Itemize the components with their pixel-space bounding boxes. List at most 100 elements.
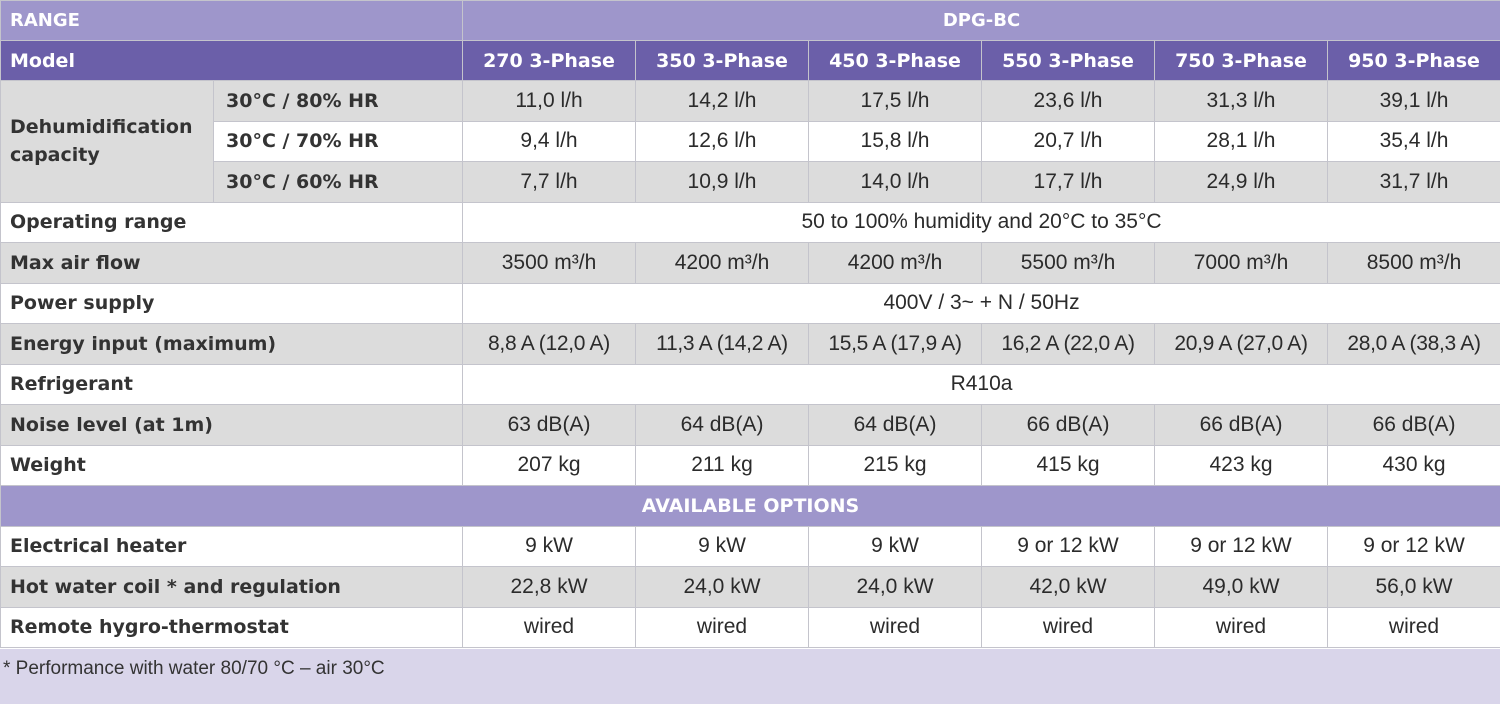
table-cell: 14,0 l/h bbox=[808, 161, 982, 203]
row-label: Remote hygro-thermostat bbox=[0, 606, 463, 648]
table-cell: 31,7 l/h bbox=[1326, 161, 1500, 203]
table-cell: 7,7 l/h bbox=[462, 161, 636, 203]
condition-label: 30°C / 80% HR bbox=[213, 80, 463, 122]
table-cell: 15,8 l/h bbox=[808, 120, 982, 162]
table-cell: 23,6 l/h bbox=[981, 80, 1155, 122]
table-cell: 31,3 l/h bbox=[1154, 80, 1328, 122]
table-cell: 5500 m³/h bbox=[981, 242, 1155, 284]
table-cell: 35,4 l/h bbox=[1326, 120, 1500, 162]
model-header: 550 3-Phase bbox=[981, 40, 1155, 81]
dehumidification-row: Dehumidification capacity 30°C / 80% HR … bbox=[0, 80, 1500, 203]
table-cell: 211 kg bbox=[635, 444, 809, 486]
table-cell: 3500 m³/h bbox=[462, 242, 636, 284]
table-cell: 42,0 kW bbox=[981, 566, 1155, 608]
model-header: 350 3-Phase bbox=[635, 40, 809, 81]
table-cell: 415 kg bbox=[981, 444, 1155, 486]
footnote: * Performance with water 80/70 °C – air … bbox=[0, 649, 1500, 704]
table-cell: 8500 m³/h bbox=[1326, 242, 1500, 284]
row-label: Operating range bbox=[0, 201, 463, 243]
max-air-flow-row: Max air flow 3500 m³/h 4200 m³/h 4200 m³… bbox=[0, 242, 1500, 284]
table-cell: 11,3 A (14,2 A) bbox=[635, 323, 809, 365]
model-row: Model 270 3-Phase 350 3-Phase 450 3-Phas… bbox=[0, 40, 1500, 81]
table-cell: 28,1 l/h bbox=[1154, 120, 1328, 162]
condition-label: 30°C / 60% HR bbox=[213, 161, 463, 203]
table-cell: 20,7 l/h bbox=[981, 120, 1155, 162]
table-cell: 66 dB(A) bbox=[981, 404, 1155, 446]
table-cell: wired bbox=[1326, 606, 1500, 648]
row-label: Electrical heater bbox=[0, 525, 463, 567]
table-cell: 22,8 kW bbox=[462, 566, 636, 608]
table-cell: 10,9 l/h bbox=[635, 161, 809, 203]
table-cell: 9 kW bbox=[808, 525, 982, 567]
table-cell: 430 kg bbox=[1326, 444, 1500, 486]
table-cell: wired bbox=[1154, 606, 1328, 648]
table-cell: 17,5 l/h bbox=[808, 80, 982, 122]
table-cell: 24,9 l/h bbox=[1154, 161, 1328, 203]
table-cell: 9 or 12 kW bbox=[1154, 525, 1328, 567]
row-label: Power supply bbox=[0, 282, 463, 324]
model-header: 750 3-Phase bbox=[1154, 40, 1328, 81]
noise-level-row: Noise level (at 1m) 63 dB(A) 64 dB(A) 64… bbox=[0, 404, 1500, 446]
table-cell: 50 to 100% humidity and 20°C to 35°C bbox=[461, 201, 1500, 243]
table-cell: 400V / 3~ + N / 50Hz bbox=[461, 282, 1500, 324]
table-cell: 9 kW bbox=[462, 525, 636, 567]
table-cell: wired bbox=[808, 606, 982, 648]
table-cell: 4200 m³/h bbox=[808, 242, 982, 284]
table-cell: 8,8 A (12,0 A) bbox=[462, 323, 636, 365]
table-cell: wired bbox=[462, 606, 636, 648]
table-cell: 66 dB(A) bbox=[1326, 404, 1500, 446]
range-row: RANGE DPG-BC bbox=[0, 0, 1500, 41]
table-cell: 64 dB(A) bbox=[635, 404, 809, 446]
row-label: Noise level (at 1m) bbox=[0, 404, 463, 446]
dehumidification-row: 30°C / 70% HR 9,4 l/h 12,6 l/h 15,8 l/h … bbox=[1, 120, 1500, 162]
table-cell: 9 or 12 kW bbox=[1326, 525, 1500, 567]
table-cell: 64 dB(A) bbox=[808, 404, 982, 446]
model-header: 950 3-Phase bbox=[1326, 40, 1500, 81]
options-title: AVAILABLE OPTIONS bbox=[0, 485, 1500, 527]
energy-input-row: Energy input (maximum) 8,8 A (12,0 A) 11… bbox=[0, 323, 1500, 365]
table-cell: R410a bbox=[461, 363, 1500, 405]
hot-water-coil-row: Hot water coil * and regulation 22,8 kW … bbox=[0, 566, 1500, 608]
table-cell: 4200 m³/h bbox=[635, 242, 809, 284]
row-label: Max air flow bbox=[0, 242, 463, 284]
table-cell: 15,5 A (17,9 A) bbox=[808, 323, 982, 365]
table-cell: 66 dB(A) bbox=[1154, 404, 1328, 446]
table-cell: 17,7 l/h bbox=[981, 161, 1155, 203]
table-cell: 7000 m³/h bbox=[1154, 242, 1328, 284]
table-cell: 215 kg bbox=[808, 444, 982, 486]
table-cell: 9 or 12 kW bbox=[981, 525, 1155, 567]
table-cell: 56,0 kW bbox=[1326, 566, 1500, 608]
table-cell: 63 dB(A) bbox=[462, 404, 636, 446]
table-cell: 24,0 kW bbox=[808, 566, 982, 608]
table-cell: 14,2 l/h bbox=[635, 80, 809, 122]
table-cell: 9,4 l/h bbox=[462, 120, 636, 162]
range-value: DPG-BC bbox=[461, 0, 1500, 41]
table-cell: 11,0 l/h bbox=[462, 80, 636, 122]
operating-range-row: Operating range 50 to 100% humidity and … bbox=[0, 201, 1500, 243]
options-row: AVAILABLE OPTIONS bbox=[0, 485, 1500, 527]
table-cell: 28,0 A (38,3 A) bbox=[1326, 323, 1500, 365]
spec-table: RANGE DPG-BC Model 270 3-Phase 350 3-Pha… bbox=[0, 0, 1500, 648]
table-cell: 16,2 A (22,0 A) bbox=[981, 323, 1155, 365]
model-label: Model bbox=[0, 40, 463, 81]
row-label: Refrigerant bbox=[0, 363, 463, 405]
electrical-heater-row: Electrical heater 9 kW 9 kW 9 kW 9 or 12… bbox=[0, 525, 1500, 567]
row-label: Energy input (maximum) bbox=[0, 323, 463, 365]
weight-row: Weight 207 kg 211 kg 215 kg 415 kg 423 k… bbox=[0, 444, 1500, 486]
row-label: Hot water coil * and regulation bbox=[0, 566, 463, 608]
table-cell: 423 kg bbox=[1154, 444, 1328, 486]
table-cell: wired bbox=[981, 606, 1155, 648]
table-cell: 20,9 A (27,0 A) bbox=[1154, 323, 1328, 365]
model-header: 270 3-Phase bbox=[462, 40, 636, 81]
model-header: 450 3-Phase bbox=[808, 40, 982, 81]
dehumidification-row: 30°C / 60% HR 7,7 l/h 10,9 l/h 14,0 l/h … bbox=[1, 161, 1500, 203]
power-supply-row: Power supply 400V / 3~ + N / 50Hz bbox=[0, 282, 1500, 324]
row-label: Weight bbox=[0, 444, 463, 486]
table-cell: 24,0 kW bbox=[635, 566, 809, 608]
table-cell: 12,6 l/h bbox=[635, 120, 809, 162]
table-cell: 49,0 kW bbox=[1154, 566, 1328, 608]
table-cell: wired bbox=[635, 606, 809, 648]
condition-label: 30°C / 70% HR bbox=[213, 120, 463, 162]
table-cell: 39,1 l/h bbox=[1326, 80, 1500, 122]
table-cell: 9 kW bbox=[635, 525, 809, 567]
